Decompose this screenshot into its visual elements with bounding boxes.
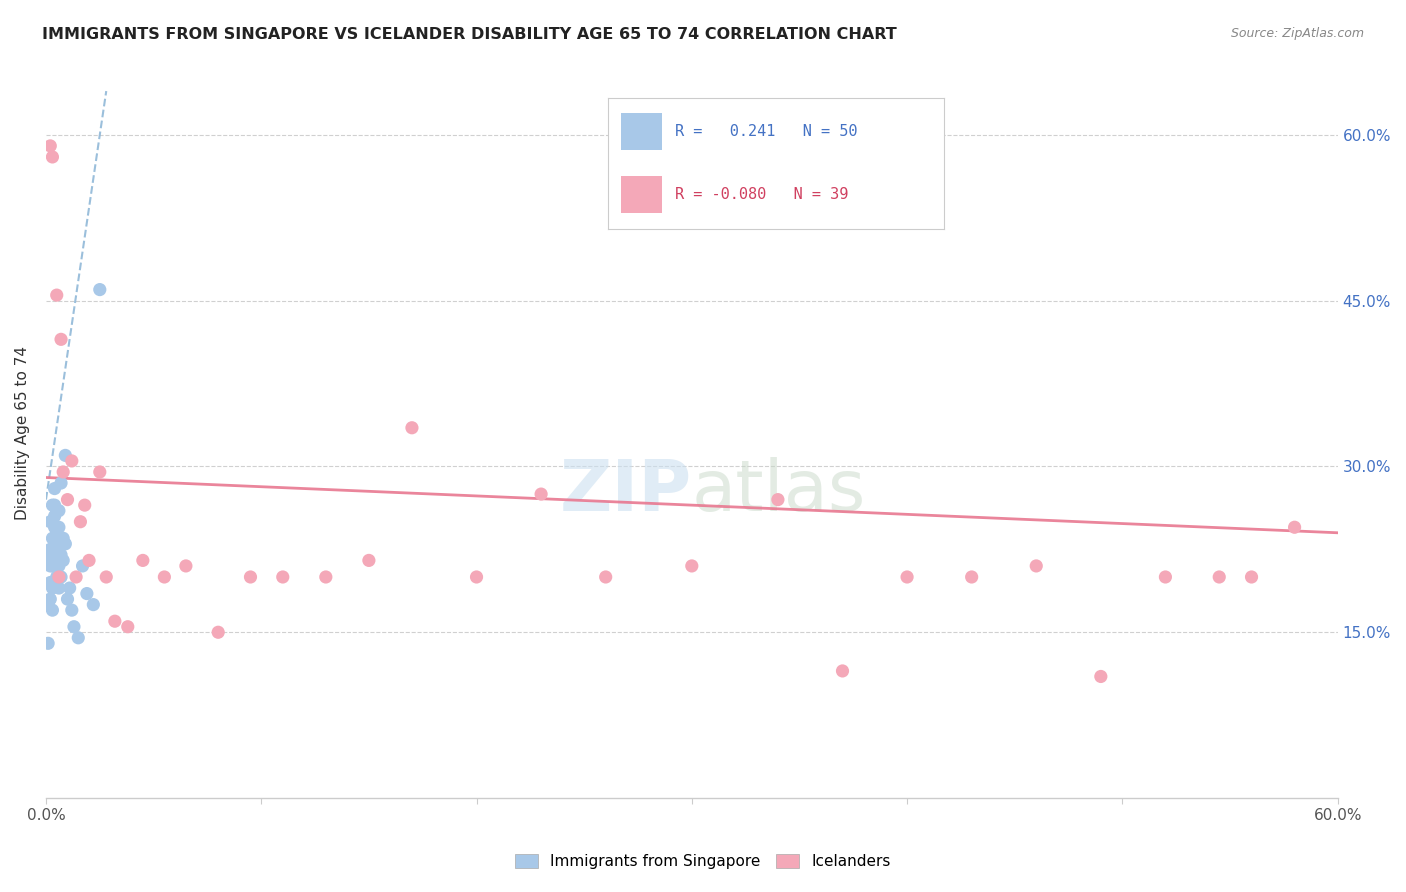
Point (595, 570, 617, 584)
Point (239, 570, 262, 584)
Point (48, 570, 70, 584)
Point (63, 620, 86, 634)
Point (45, 288, 67, 302)
Point (44, 520, 66, 534)
Point (73, 498, 96, 512)
Point (530, 487, 553, 501)
Point (48, 520, 70, 534)
Point (59, 581, 82, 595)
Point (52, 465, 75, 479)
Point (44, 482, 66, 496)
Point (82, 598, 104, 612)
Point (48, 537, 70, 551)
Point (48, 503, 70, 517)
Point (357, 553, 380, 567)
Point (41, 150, 63, 164)
Point (39, 542, 62, 557)
Text: IMMIGRANTS FROM SINGAPORE VS ICELANDER DISABILITY AGE 65 TO 74 CORRELATION CHART: IMMIGRANTS FROM SINGAPORE VS ICELANDER D… (42, 27, 897, 42)
Point (52, 531, 75, 545)
Point (39, 592, 62, 607)
Point (53, 537, 76, 551)
Point (72, 558, 94, 573)
Y-axis label: Disability Age 65 to 74: Disability Age 65 to 74 (15, 346, 30, 520)
Point (44, 498, 66, 512)
Point (1090, 669, 1112, 683)
Point (104, 614, 127, 628)
Point (1154, 570, 1177, 584)
Point (1284, 520, 1306, 534)
Point (45, 525, 67, 540)
Point (766, 492, 789, 507)
Point (44, 531, 66, 545)
Point (53, 449, 76, 463)
Text: ZIP: ZIP (560, 458, 692, 526)
Legend: Immigrants from Singapore, Icelanders: Immigrants from Singapore, Icelanders (509, 848, 897, 875)
Point (60, 454, 83, 468)
Point (37, 548, 59, 562)
Point (1025, 558, 1047, 573)
Point (41, 581, 63, 595)
Point (44, 542, 66, 557)
Point (77, 553, 100, 567)
Point (69, 515, 91, 529)
Point (52, 553, 75, 567)
Point (174, 558, 197, 573)
Point (207, 625, 229, 640)
Point (44, 509, 66, 524)
Point (76, 586, 98, 600)
Point (45, 570, 67, 584)
Point (49, 476, 72, 491)
Point (41, 531, 63, 545)
Point (39, 558, 62, 573)
Point (831, 664, 853, 678)
Point (681, 558, 703, 573)
Point (60, 603, 83, 617)
Point (1208, 570, 1230, 584)
Point (39, 575, 62, 590)
Point (48, 558, 70, 573)
Point (315, 570, 337, 584)
Point (45, 542, 67, 557)
Point (39, 515, 62, 529)
Point (89, 283, 111, 297)
Point (37, 598, 59, 612)
Text: Source: ZipAtlas.com: Source: ZipAtlas.com (1230, 27, 1364, 40)
Point (65, 570, 87, 584)
Point (49, 570, 72, 584)
Point (271, 570, 294, 584)
Point (44, 575, 66, 590)
Point (45, 503, 67, 517)
Point (153, 570, 176, 584)
Point (45, 553, 67, 567)
Point (960, 570, 983, 584)
Point (41, 558, 63, 573)
Point (67, 631, 90, 645)
Point (48, 581, 70, 595)
Point (41, 498, 63, 512)
Point (56, 592, 79, 607)
Point (37, 636, 59, 650)
Point (48, 548, 70, 562)
Point (117, 620, 139, 634)
Point (132, 553, 155, 567)
Point (41, 603, 63, 617)
Point (56, 492, 79, 507)
Point (44, 553, 66, 567)
Point (465, 570, 488, 584)
Point (401, 421, 423, 435)
Point (896, 570, 918, 584)
Point (41, 542, 63, 557)
Point (89, 465, 111, 479)
Point (96, 570, 118, 584)
Point (39, 139, 62, 153)
Text: atlas: atlas (692, 458, 866, 526)
Point (1240, 570, 1263, 584)
Point (41, 515, 63, 529)
Point (49, 548, 72, 562)
Point (49, 332, 72, 346)
